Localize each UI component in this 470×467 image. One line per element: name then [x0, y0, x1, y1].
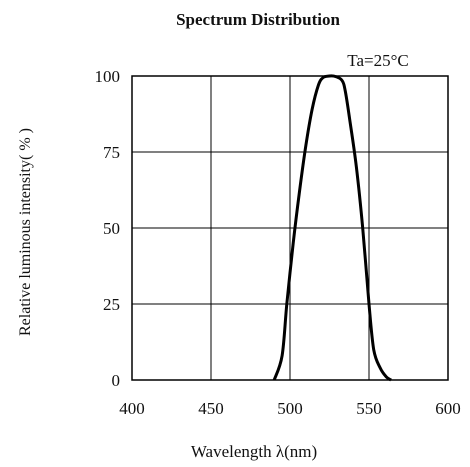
y-tick-label-0: 0	[112, 371, 121, 390]
x-tick-label-2: 500	[277, 399, 303, 418]
temperature-annotation: Ta=25°C	[347, 51, 408, 70]
x-tick-label-4: 600	[435, 399, 461, 418]
x-tick-label-3: 550	[356, 399, 382, 418]
y-tick-label-2: 50	[103, 219, 120, 238]
y-tick-label-4: 100	[95, 67, 121, 86]
y-tick-label-3: 75	[103, 143, 120, 162]
y-axis-ticks: 0 25 50 75 100	[95, 67, 121, 390]
x-tick-label-0: 400	[119, 399, 145, 418]
x-axis-label: Wavelength λ(nm)	[191, 442, 317, 461]
x-tick-label-1: 450	[198, 399, 224, 418]
plot-frame	[131, 75, 449, 381]
y-tick-label-1: 25	[103, 295, 120, 314]
x-axis-ticks: 400 450 500 550 600	[119, 399, 461, 418]
chart-title: Spectrum Distribution	[176, 10, 340, 29]
grid	[132, 76, 448, 380]
y-axis-label: Relative luminous intensity( % )	[17, 128, 34, 336]
